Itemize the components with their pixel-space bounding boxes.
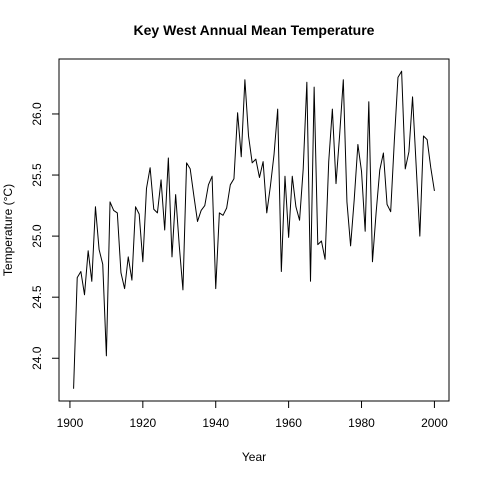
x-axis: 1900 1920 1940 1960 1980 2000	[57, 400, 448, 430]
y-tick-label: 24.0	[30, 346, 44, 370]
y-tick-label: 24.5	[30, 285, 44, 309]
x-tick-label: 1980	[348, 416, 375, 430]
y-tick-label: 26.0	[30, 102, 44, 126]
x-tick-label: 1960	[275, 416, 302, 430]
chart-title: Key West Annual Mean Temperature	[134, 22, 375, 38]
series-line	[73, 70, 435, 389]
x-axis-label: Year	[242, 450, 266, 464]
y-tick-label: 25.5	[30, 163, 44, 187]
y-tick-label: 25.0	[30, 224, 44, 248]
x-tick-label: 1940	[202, 416, 229, 430]
series-layer	[73, 70, 435, 389]
x-tick-label: 1900	[57, 416, 84, 430]
y-axis-label: Temperature (°C)	[1, 184, 15, 276]
x-tick-label: 1920	[129, 416, 156, 430]
x-tick-label: 2000	[421, 416, 448, 430]
y-axis: 24.0 24.5 25.0 25.5 26.0	[30, 102, 60, 370]
